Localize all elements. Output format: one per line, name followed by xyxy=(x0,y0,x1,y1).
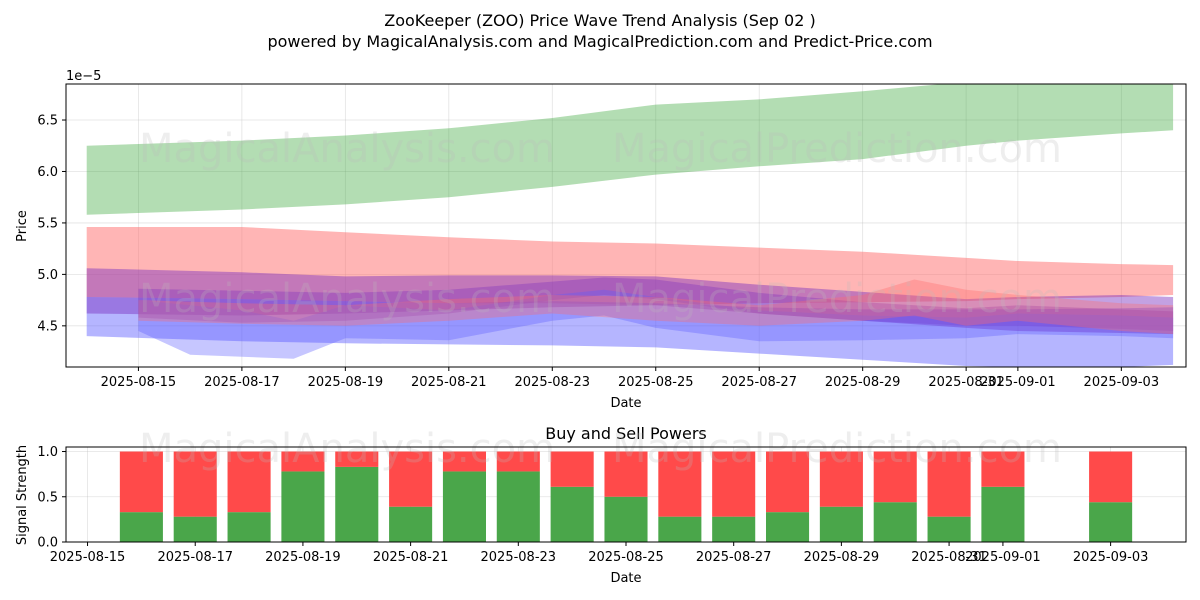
price-band-blue xyxy=(86,297,1174,367)
buy-bar xyxy=(1089,502,1133,542)
buy-bar xyxy=(873,502,917,542)
price-x-tick-label: 2025-08-21 xyxy=(411,375,487,390)
price-x-ticks: 2025-08-15 2025-08-17 2025-08-19 2025-08-21… xyxy=(101,367,1159,390)
power-panel: Buy and Sell Powers MagicalAnalysis.com … xyxy=(15,424,1187,586)
price-band-red xyxy=(138,279,1174,335)
price-x-tick-label: 2025-08-19 xyxy=(308,375,384,390)
price-x-tick-label: 2025-08-23 xyxy=(515,375,591,390)
buy-bar xyxy=(604,496,648,542)
price-x-tick-label: 2025-08-15 xyxy=(101,375,177,390)
power-x-tick-label: 2025-08-15 xyxy=(50,550,126,565)
sell-bar xyxy=(496,451,540,472)
sell-bar xyxy=(981,451,1025,487)
buy-bar xyxy=(927,516,971,542)
power-x-tick-label: 2025-08-17 xyxy=(157,550,233,565)
price-band-purple xyxy=(138,277,1174,331)
price-x-tick-label: 2025-08-31 xyxy=(928,375,1004,390)
price-band-blue xyxy=(138,289,1174,359)
power-x-tick-label: 2025-08-29 xyxy=(804,550,880,565)
sell-bar xyxy=(819,451,863,507)
price-x-tick-label: 2025-08-25 xyxy=(618,375,694,390)
sell-bar xyxy=(873,451,917,503)
buy-bar xyxy=(550,486,594,542)
chart-title: ZooKeeper (ZOO) Price Wave Trend Analysi… xyxy=(384,11,815,30)
buy-bar xyxy=(712,516,756,542)
price-y-ticks: 4.5 5.0 5.5 6.0 6.5 xyxy=(37,114,66,334)
price-x-tick-label: 2025-09-03 xyxy=(1084,375,1160,390)
buy-bar xyxy=(335,466,379,542)
buy-bar xyxy=(766,512,810,542)
buy-bar xyxy=(442,471,486,542)
power-x-ticks: 2025-08-15 2025-08-17 2025-08-19 2025-08-21… xyxy=(50,542,1149,565)
price-y-tick-label: 6.5 xyxy=(37,114,58,129)
power-x-tick-label: 2025-08-19 xyxy=(265,550,341,565)
power-x-tick-label: 2025-09-01 xyxy=(965,550,1041,565)
watermark-prediction: MagicalPrediction.com xyxy=(612,126,1062,172)
power-y-tick-label: 0.5 xyxy=(37,490,58,505)
power-y-axis-label: Signal Strength xyxy=(15,445,30,545)
watermark-analysis-lower: MagicalAnalysis.com xyxy=(139,276,555,322)
price-x-tick-label: 2025-08-27 xyxy=(721,375,797,390)
price-x-axis-label: Date xyxy=(610,396,641,411)
power-chart-title: Buy and Sell Powers xyxy=(545,424,707,443)
price-band-red xyxy=(86,227,1174,306)
buy-bar xyxy=(173,516,217,542)
buy-bar xyxy=(981,486,1025,542)
sell-bar xyxy=(442,451,486,472)
buy-bar xyxy=(819,506,863,542)
sell-bar xyxy=(227,451,271,513)
power-y-tick-label: 1.0 xyxy=(37,445,58,460)
power-y-ticks: 0.0 0.5 1.0 xyxy=(37,445,66,551)
power-x-tick-label: 2025-08-21 xyxy=(373,550,449,565)
price-y-tick-label: 4.5 xyxy=(37,319,58,334)
buy-bar xyxy=(496,471,540,542)
sell-bar xyxy=(658,451,702,517)
price-panel: MagicalAnalysis.com MagicalPrediction.co… xyxy=(15,69,1187,411)
sell-bar xyxy=(389,451,433,507)
power-y-tick-label: 0.0 xyxy=(37,536,58,551)
price-y-axis-label: Price xyxy=(15,210,30,242)
power-bars xyxy=(119,451,1133,542)
buy-bar xyxy=(658,516,702,542)
sell-bar xyxy=(335,451,379,467)
watermark-prediction-lower: MagicalPrediction.com xyxy=(612,276,1062,322)
price-band-green xyxy=(86,84,1174,215)
buy-bar xyxy=(389,506,433,542)
sell-bar xyxy=(712,451,756,517)
sell-bar xyxy=(119,451,163,513)
buy-bar xyxy=(119,512,163,542)
watermark-analysis-bottom: MagicalAnalysis.com xyxy=(139,426,555,472)
sell-bar xyxy=(173,451,217,517)
power-x-tick-label: 2025-08-27 xyxy=(696,550,772,565)
sell-bar xyxy=(604,451,648,497)
price-axes-frame xyxy=(65,83,1187,368)
price-x-tick-label: 2025-08-29 xyxy=(825,375,901,390)
price-bands xyxy=(86,84,1174,367)
price-x-tick-label: 2025-09-01 xyxy=(980,375,1056,390)
power-x-tick-label: 2025-08-23 xyxy=(481,550,557,565)
sell-bar xyxy=(1089,451,1133,503)
power-x-tick-label: 2025-08-25 xyxy=(588,550,664,565)
buy-bar xyxy=(281,471,325,542)
price-y-tick-label: 5.0 xyxy=(37,268,58,283)
power-x-axis-label: Date xyxy=(610,571,641,586)
chart-subtitle: powered by MagicalAnalysis.com and Magic… xyxy=(267,32,932,51)
sell-bar xyxy=(927,451,971,517)
price-y-scale-label: 1e−5 xyxy=(66,69,101,84)
watermark-analysis: MagicalAnalysis.com xyxy=(139,126,555,172)
buy-bar xyxy=(227,512,271,542)
sell-bar xyxy=(766,451,810,513)
price-y-tick-label: 6.0 xyxy=(37,165,58,180)
power-x-tick-label: 2025-09-03 xyxy=(1073,550,1149,565)
watermark-prediction-bottom: MagicalPrediction.com xyxy=(612,426,1062,472)
price-x-tick-label: 2025-08-17 xyxy=(204,375,280,390)
price-band-purple xyxy=(86,268,1174,335)
sell-bar xyxy=(550,451,594,487)
sell-bar xyxy=(281,451,325,472)
price-y-tick-label: 5.5 xyxy=(37,216,58,231)
power-x-tick-label: 2025-08-31 xyxy=(911,550,987,565)
